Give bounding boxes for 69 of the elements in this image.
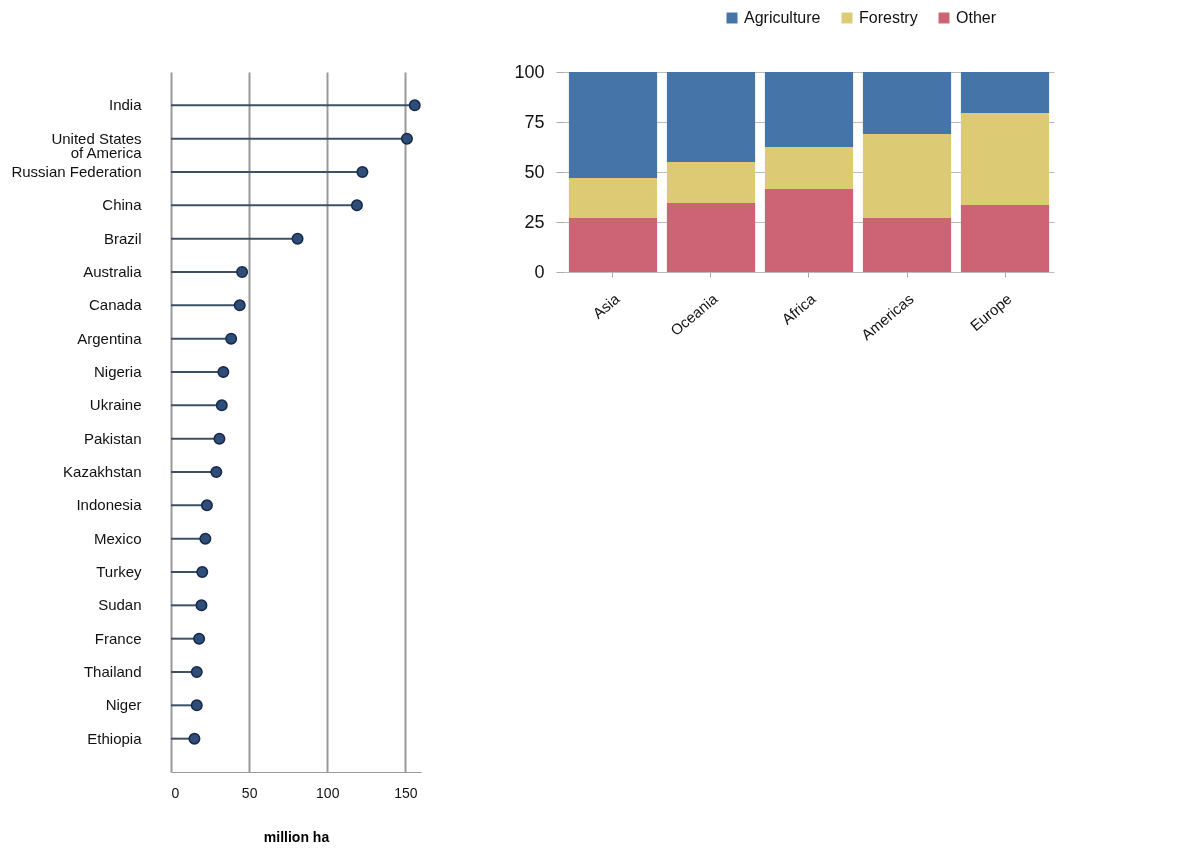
bar (666, 72, 756, 162)
y-tick-label: Thailand (83, 663, 142, 680)
point (236, 266, 249, 278)
y-tick-label: Ethiopia (87, 729, 143, 747)
bar (960, 205, 1050, 272)
bar (568, 178, 658, 218)
point (199, 532, 212, 545)
legend-label: Forestry (859, 9, 918, 26)
point (217, 366, 230, 378)
point (200, 499, 213, 512)
y-tick-label: Russian Federation (11, 163, 142, 180)
x-tick-label: 50 (241, 784, 258, 801)
point (215, 399, 228, 412)
y-tick-label: United States of America (51, 129, 143, 161)
y-tick-label: Turkey (96, 563, 142, 580)
y-tick-label: 75 (524, 111, 545, 132)
point (188, 732, 201, 745)
bar (862, 218, 952, 272)
y-tick-label: France (94, 629, 142, 647)
bar (862, 72, 952, 134)
bar (764, 147, 854, 189)
point (225, 332, 238, 345)
bar (568, 218, 658, 272)
y-tick-label: Sudan (98, 596, 142, 614)
legend-label: Agriculture (744, 9, 821, 26)
y-tick-label: Australia (83, 263, 143, 280)
y-tick-label: 25 (524, 211, 545, 232)
point (213, 432, 226, 445)
y-tick-label: Mexico (93, 529, 142, 547)
point (195, 599, 208, 612)
bar (960, 72, 1050, 113)
y-tick-label: Niger (105, 696, 142, 714)
y-tick-label: Argentina (77, 329, 143, 347)
y-tick-label: Nigeria (93, 363, 143, 380)
y-tick-label: China (102, 196, 143, 214)
point (356, 166, 369, 178)
point (408, 99, 421, 112)
legend-label: Other (956, 9, 997, 26)
bar (568, 72, 658, 178)
point (210, 466, 223, 478)
y-tick-label: Canada (88, 296, 143, 314)
x-tick-label: Asia (589, 289, 624, 322)
y-tick-label: Brazil (103, 229, 142, 247)
bar (862, 134, 952, 218)
point (190, 666, 203, 678)
bar (666, 203, 756, 272)
y-tick-label: Ukraine (89, 396, 142, 414)
point (291, 232, 304, 245)
point (190, 699, 203, 712)
y-tick-label: Pakistan (83, 429, 142, 447)
point (196, 566, 209, 578)
y-tick-label: 0 (534, 261, 545, 282)
y-tick-label: Indonesia (76, 496, 143, 514)
bar (764, 189, 854, 272)
x-tick-label: 150 (394, 784, 418, 801)
bar (764, 72, 854, 147)
bar (960, 113, 1050, 205)
y-tick-label: 50 (524, 161, 545, 182)
x-axis-title: million ha (263, 828, 330, 845)
x-tick-label: 100 (316, 784, 340, 801)
y-tick-label: Kazakhstan (63, 463, 142, 480)
bar (666, 162, 756, 203)
point (350, 199, 363, 212)
point (233, 299, 246, 312)
point (400, 132, 413, 145)
x-tick-label: 0 (171, 784, 180, 801)
y-tick-label: India (108, 96, 143, 114)
point (193, 632, 206, 645)
y-tick-label: 100 (514, 61, 545, 82)
